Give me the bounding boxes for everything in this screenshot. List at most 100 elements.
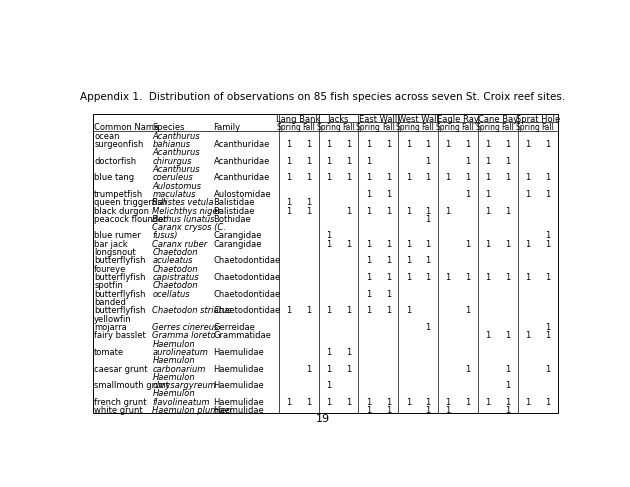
Text: Bothus lunatus: Bothus lunatus [152,215,215,224]
Text: chrysargyreum: chrysargyreum [152,381,216,390]
Text: 1: 1 [545,190,551,199]
Text: 1: 1 [386,240,391,249]
Text: 1: 1 [306,364,311,374]
Text: Gramma loreto: Gramma loreto [152,331,216,340]
Text: 1: 1 [286,306,291,315]
Text: caesar grunt: caesar grunt [94,364,148,374]
Text: 1: 1 [425,398,431,407]
Text: Chaetodon striatus: Chaetodon striatus [152,306,232,315]
Text: chirurgus: chirurgus [152,157,192,166]
Text: 1: 1 [525,273,530,282]
Text: bahianus: bahianus [152,140,190,149]
Text: 1: 1 [505,173,510,182]
Text: longsnout: longsnout [94,248,136,257]
Text: carbonarium: carbonarium [152,364,206,374]
Text: Fall: Fall [421,123,435,132]
Text: 1: 1 [505,157,510,166]
Text: Haemulon: Haemulon [152,373,195,382]
Text: Acanthuridae: Acanthuridae [214,140,270,149]
Text: 1: 1 [386,290,391,299]
Text: Acanthurus: Acanthurus [152,131,200,141]
Text: 1: 1 [386,398,391,407]
Text: 1: 1 [406,140,411,149]
Text: 1: 1 [306,206,311,216]
Text: 1: 1 [386,406,391,415]
Text: 1: 1 [386,190,391,199]
Text: Chaetodon: Chaetodon [152,265,198,274]
Text: Haemulon: Haemulon [152,339,195,349]
Text: 1: 1 [485,273,491,282]
Text: surgeonfish: surgeonfish [94,140,144,149]
Text: 1: 1 [346,306,351,315]
Text: 1: 1 [386,173,391,182]
Text: 1: 1 [366,257,371,265]
Text: 1: 1 [525,190,530,199]
Text: 1: 1 [525,140,530,149]
Text: mojarra: mojarra [94,323,127,332]
Text: black durgon: black durgon [94,206,149,216]
Text: Spring: Spring [476,123,500,132]
Text: tomate: tomate [94,348,124,357]
Text: Haemulidae: Haemulidae [214,364,265,374]
Text: 1: 1 [525,331,530,340]
Text: 1: 1 [326,231,331,241]
Text: Fall: Fall [302,123,315,132]
Text: 1: 1 [346,140,351,149]
Text: 1: 1 [466,140,471,149]
Text: 1: 1 [505,240,510,249]
Text: 1: 1 [366,290,371,299]
Text: 1: 1 [366,157,371,166]
Text: 1: 1 [386,206,391,216]
Text: banded: banded [94,298,126,307]
Text: butterflyfish: butterflyfish [94,306,146,315]
Text: Acanthurus: Acanthurus [152,149,200,157]
Text: 1: 1 [485,140,491,149]
Text: Acanthuridae: Acanthuridae [214,157,270,166]
Text: Caranx crysos (C.: Caranx crysos (C. [152,223,226,232]
Text: maculatus: maculatus [152,190,196,199]
Text: 1: 1 [505,364,510,374]
Text: 1: 1 [485,190,491,199]
Bar [93,114,558,413]
Text: queen triggerfish: queen triggerfish [94,198,167,207]
Text: Jacks: Jacks [328,114,349,124]
Text: Chaetodon: Chaetodon [152,281,198,290]
Text: 1: 1 [286,398,291,407]
Text: 1: 1 [386,140,391,149]
Text: Aulostomus: Aulostomus [152,182,202,190]
Text: 1: 1 [485,331,491,340]
Text: Common Name: Common Name [94,123,159,132]
Text: 1: 1 [306,198,311,207]
Text: 1: 1 [505,140,510,149]
Text: Haemulidae: Haemulidae [214,348,265,357]
Text: Fall: Fall [462,123,474,132]
Text: Sprat Hole: Sprat Hole [515,114,560,124]
Text: 1: 1 [505,273,510,282]
Text: 1: 1 [425,273,431,282]
Text: 1: 1 [466,240,471,249]
Text: 1: 1 [485,398,491,407]
Text: peacock flounder: peacock flounder [94,215,167,224]
Text: coeruleus: coeruleus [152,173,193,182]
Text: 1: 1 [425,406,431,415]
Text: Species: Species [152,123,185,132]
Text: 1: 1 [445,406,450,415]
Text: Fall: Fall [541,123,554,132]
Text: 1: 1 [485,173,491,182]
Text: 1: 1 [346,206,351,216]
Text: 1: 1 [425,240,431,249]
Text: french grunt: french grunt [94,398,147,407]
Text: 1: 1 [545,173,551,182]
Text: 1: 1 [425,157,431,166]
Text: Grammatidae: Grammatidae [214,331,272,340]
Text: foureye: foureye [94,265,127,274]
Text: 1: 1 [346,348,351,357]
Text: 1: 1 [466,190,471,199]
Text: 1: 1 [466,173,471,182]
Text: butterflyfish: butterflyfish [94,290,146,299]
Text: 1: 1 [346,157,351,166]
Text: Chaetodontidae: Chaetodontidae [214,273,281,282]
Text: Fall: Fall [501,123,514,132]
Text: Spring: Spring [396,123,421,132]
Text: 1: 1 [326,306,331,315]
